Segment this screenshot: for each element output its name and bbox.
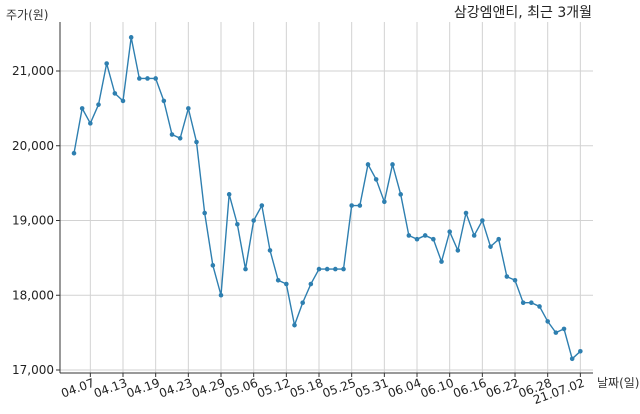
data-point bbox=[88, 121, 93, 126]
x-tick-label: 04.29 bbox=[190, 376, 227, 401]
data-point bbox=[471, 233, 477, 238]
data-point bbox=[422, 233, 428, 238]
data-point bbox=[153, 76, 158, 81]
data-point bbox=[275, 278, 281, 283]
x-tick-label: 04.23 bbox=[157, 376, 194, 401]
y-axis-ticks: 17,000 18,000 19,000 20,000 21,000 bbox=[12, 64, 60, 377]
data-point bbox=[324, 266, 330, 272]
data-point bbox=[316, 266, 322, 272]
data-point bbox=[210, 263, 216, 268]
data-point bbox=[300, 300, 305, 306]
axes bbox=[59, 22, 593, 374]
x-axis-label: 날짜(일) bbox=[597, 376, 639, 390]
x-tick-label: 04.19 bbox=[125, 376, 162, 401]
data-point bbox=[292, 322, 297, 328]
x-tick-label: 05.31 bbox=[353, 376, 390, 401]
x-tick-label: 04.13 bbox=[92, 376, 129, 401]
y-tick-label: 20,000 bbox=[12, 139, 54, 153]
data-points bbox=[71, 35, 583, 362]
data-point bbox=[578, 349, 583, 354]
x-tick-label: 06.16 bbox=[451, 376, 488, 401]
data-point bbox=[284, 281, 289, 287]
data-point bbox=[390, 162, 395, 167]
chart-title: 삼강엠앤티, 최근 3개월 bbox=[454, 5, 592, 21]
x-tick-label: 06.10 bbox=[419, 376, 456, 401]
data-point bbox=[145, 76, 150, 81]
data-point bbox=[341, 266, 346, 272]
y-tick-label: 17,000 bbox=[12, 363, 54, 377]
x-tick-label: 06.22 bbox=[484, 376, 521, 401]
data-point bbox=[349, 203, 354, 208]
data-point bbox=[455, 248, 461, 253]
data-point bbox=[128, 35, 134, 40]
series-line bbox=[73, 37, 581, 361]
data-point bbox=[496, 236, 501, 242]
data-point bbox=[561, 326, 567, 332]
data-point bbox=[218, 292, 224, 298]
data-point bbox=[243, 266, 248, 272]
data-point bbox=[112, 91, 118, 96]
data-point bbox=[202, 210, 207, 216]
price-line bbox=[73, 37, 581, 361]
data-point bbox=[520, 300, 526, 306]
x-axis-ticks: 04.0704.1304.1904.2304.2905.0605.1205.18… bbox=[59, 373, 586, 407]
data-point bbox=[357, 203, 363, 208]
data-point bbox=[414, 236, 420, 242]
data-point bbox=[267, 248, 273, 253]
data-point bbox=[447, 229, 452, 235]
data-point bbox=[169, 132, 175, 137]
data-point bbox=[137, 76, 142, 81]
data-point bbox=[177, 135, 183, 141]
data-point bbox=[79, 106, 85, 111]
x-tick-label: 05.25 bbox=[321, 376, 358, 401]
data-point bbox=[194, 139, 199, 145]
data-point bbox=[529, 300, 534, 306]
data-point bbox=[71, 150, 77, 156]
y-tick-label: 19,000 bbox=[12, 214, 54, 228]
data-point bbox=[537, 304, 542, 309]
data-point bbox=[365, 162, 371, 167]
x-tick-label: 06.04 bbox=[386, 376, 423, 401]
data-point bbox=[480, 218, 485, 223]
data-point bbox=[226, 192, 232, 197]
data-point bbox=[504, 274, 510, 279]
data-point bbox=[120, 98, 126, 104]
y-tick-label: 21,000 bbox=[12, 64, 54, 78]
data-point bbox=[161, 98, 167, 104]
data-point bbox=[545, 319, 550, 324]
data-point bbox=[406, 233, 412, 238]
data-point bbox=[373, 177, 379, 182]
data-point bbox=[308, 281, 314, 287]
x-tick-label: 05.12 bbox=[255, 376, 292, 401]
y-tick-label: 18,000 bbox=[12, 288, 54, 302]
x-tick-label: 05.18 bbox=[288, 376, 325, 401]
data-point bbox=[235, 221, 240, 227]
data-point bbox=[104, 61, 109, 66]
data-point bbox=[431, 236, 436, 242]
data-point bbox=[398, 192, 403, 197]
data-point bbox=[333, 266, 338, 272]
data-point bbox=[553, 330, 559, 335]
data-point bbox=[569, 356, 575, 362]
data-point bbox=[186, 106, 191, 111]
x-tick-label: 04.07 bbox=[59, 376, 96, 401]
data-point bbox=[382, 199, 387, 205]
grid bbox=[60, 22, 593, 373]
data-point bbox=[463, 210, 469, 216]
data-point bbox=[439, 259, 444, 264]
y-axis-label: 주가(원) bbox=[6, 8, 48, 22]
data-point bbox=[259, 203, 265, 208]
data-point bbox=[251, 218, 256, 223]
x-tick-label: 05.06 bbox=[223, 376, 260, 401]
data-point bbox=[96, 102, 101, 107]
data-point bbox=[512, 278, 518, 283]
data-point bbox=[488, 244, 493, 249]
